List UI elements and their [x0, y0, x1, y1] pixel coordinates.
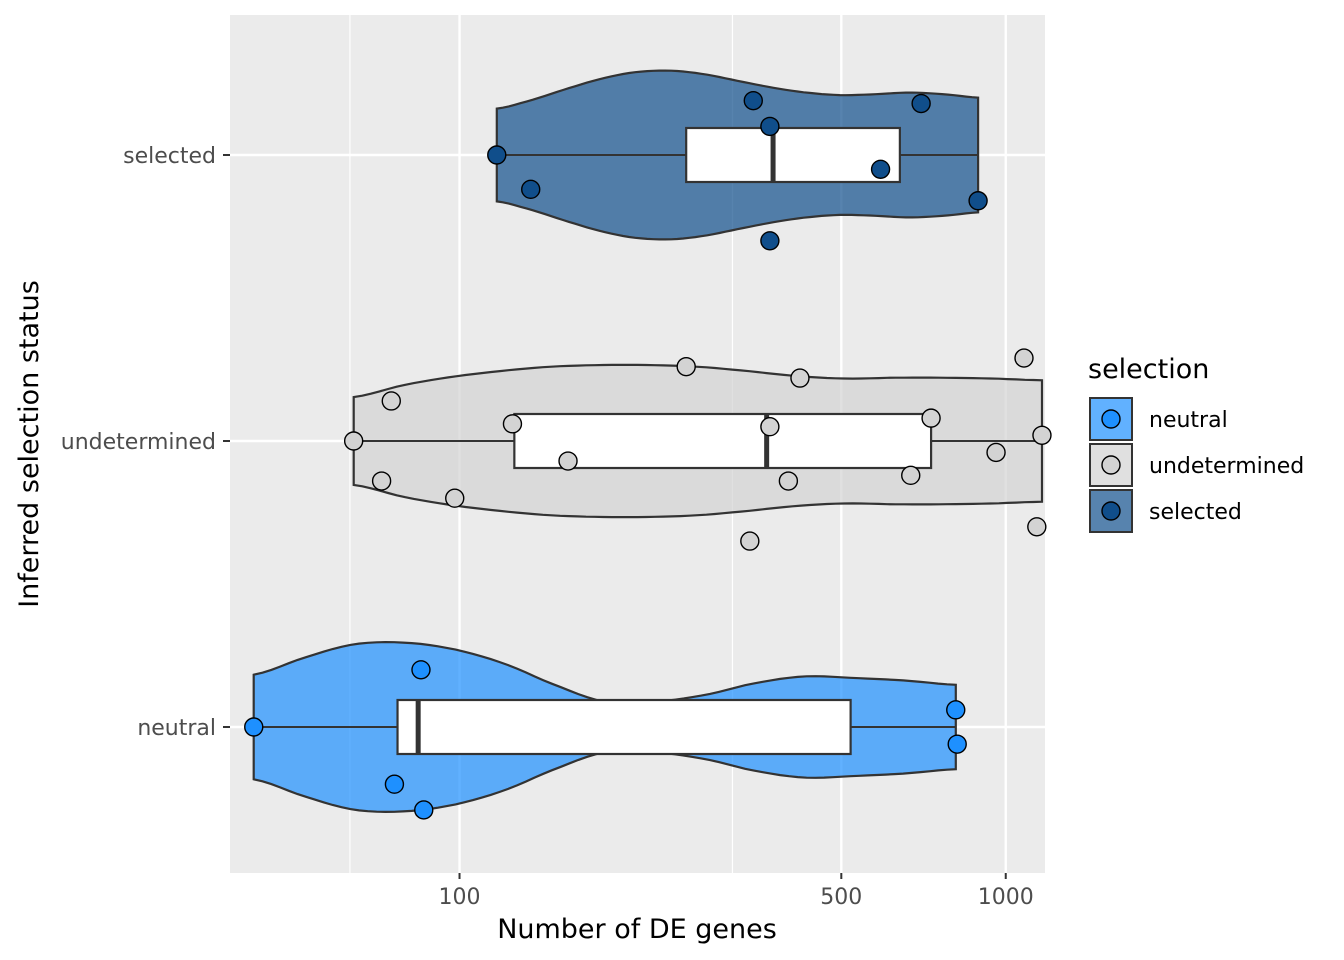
- data-point-undetermined: [901, 465, 921, 486]
- data-point-undetermined: [676, 356, 696, 377]
- legend-key-selected: [1089, 489, 1133, 533]
- data-point-selected: [521, 179, 541, 200]
- data-point-undetermined: [986, 442, 1006, 463]
- legend-key-neutral: [1089, 397, 1133, 441]
- x-tick-label: 100: [439, 885, 481, 910]
- data-point-neutral: [411, 660, 431, 680]
- data-point-undetermined: [760, 417, 780, 437]
- data-point-undetermined: [502, 414, 523, 434]
- legend-point-neutral: [1101, 409, 1121, 429]
- data-point-neutral: [414, 800, 434, 820]
- legend-label-neutral: neutral: [1149, 408, 1228, 433]
- legend: selection neutral undetermined selected: [1088, 354, 1304, 533]
- data-point-neutral: [244, 717, 264, 737]
- x-tick-label: 500: [820, 885, 862, 910]
- y-tick-label: undetermined: [61, 430, 216, 455]
- data-point-undetermined: [921, 408, 941, 428]
- box-neutral: [396, 698, 852, 756]
- data-point-undetermined: [740, 531, 760, 551]
- x-tick-label: 1000: [978, 885, 1034, 910]
- data-point-undetermined: [558, 451, 578, 471]
- data-point-undetermined: [445, 488, 465, 508]
- x-axis: 100 500 1000: [439, 873, 1034, 910]
- x-axis-title: Number of DE genes: [497, 914, 777, 945]
- legend-point-undetermined: [1101, 455, 1121, 475]
- data-point-undetermined: [1032, 425, 1052, 445]
- data-point-undetermined: [381, 391, 401, 411]
- data-point-selected: [911, 93, 931, 114]
- data-point-undetermined: [790, 368, 810, 388]
- y-tick-label: selected: [123, 144, 216, 169]
- data-points: [244, 90, 1052, 820]
- data-point-neutral: [946, 700, 966, 720]
- data-point-selected: [743, 90, 763, 111]
- data-point-undetermined: [1027, 517, 1047, 537]
- data-point-undetermined: [778, 471, 799, 491]
- box-selected: [685, 126, 901, 184]
- data-point-neutral: [947, 734, 967, 754]
- data-point-selected: [760, 231, 780, 251]
- y-axis: neutral undetermined selected: [61, 144, 230, 741]
- data-point-undetermined: [343, 431, 364, 451]
- data-point-undetermined: [1014, 348, 1034, 368]
- legend-title: selection: [1088, 354, 1209, 385]
- data-point-undetermined: [371, 471, 392, 491]
- legend-label-undetermined: undetermined: [1149, 454, 1304, 479]
- box-undetermined: [513, 412, 933, 470]
- y-tick-label: neutral: [137, 716, 216, 741]
- data-point-selected: [870, 159, 891, 180]
- y-axis-title: Inferred selection status: [14, 280, 45, 608]
- data-point-neutral: [384, 774, 405, 794]
- legend-label-selected: selected: [1149, 500, 1242, 525]
- legend-point-selected: [1101, 501, 1121, 521]
- data-point-selected: [487, 145, 507, 165]
- data-point-selected: [968, 191, 988, 211]
- data-point-selected: [760, 116, 780, 137]
- boxplots: [253, 126, 1042, 756]
